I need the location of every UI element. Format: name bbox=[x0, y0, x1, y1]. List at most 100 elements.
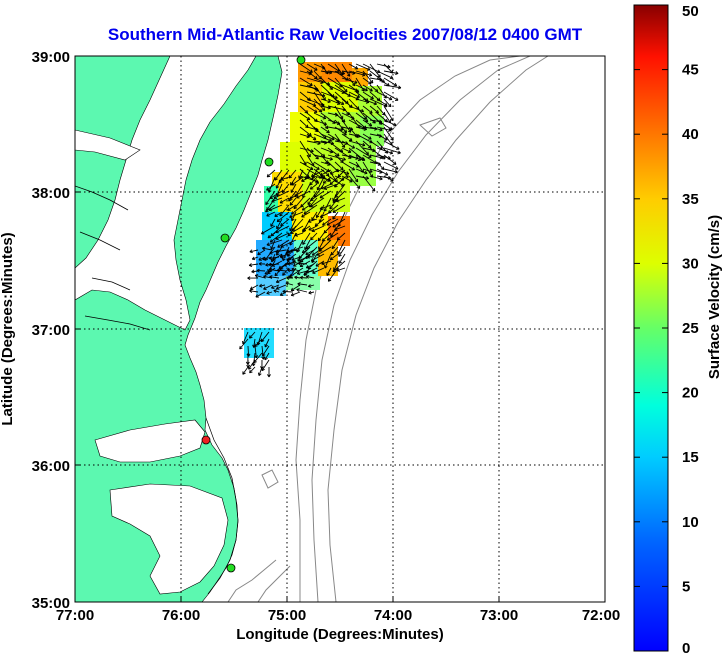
velocity-arrow bbox=[313, 70, 322, 80]
velocity-arrowhead bbox=[294, 276, 298, 280]
radar-station-marker[interactable] bbox=[296, 56, 306, 65]
velocity-arrowhead bbox=[265, 202, 269, 206]
velocity-arrowhead bbox=[289, 228, 293, 232]
velocity-arrowhead bbox=[335, 95, 338, 99]
radar-station-marker[interactable] bbox=[220, 233, 230, 243]
velocity-arrowhead bbox=[269, 276, 273, 279]
velocity-arrowhead bbox=[306, 109, 309, 114]
velocity-arrow bbox=[304, 239, 311, 250]
velocity-arrow bbox=[290, 183, 297, 193]
velocity-arrow bbox=[297, 270, 308, 275]
velocity-arrow bbox=[341, 77, 358, 84]
velocity-arrow bbox=[289, 267, 304, 278]
velocity-arrow bbox=[338, 246, 346, 257]
x-tick-label: 72:00 bbox=[582, 607, 620, 624]
velocity-arrow bbox=[334, 225, 346, 231]
velocity-arrow bbox=[253, 352, 263, 363]
velocity-arrowhead bbox=[317, 155, 319, 160]
velocity-arrow bbox=[299, 119, 309, 128]
velocity-arrow bbox=[334, 105, 344, 120]
velocity-arrowhead bbox=[344, 131, 347, 136]
velocity-arrow bbox=[299, 63, 313, 73]
velocity-arrowhead bbox=[248, 367, 252, 370]
velocity-arrowhead bbox=[311, 166, 314, 170]
velocity-arrow bbox=[355, 84, 368, 92]
velocity-arrow bbox=[274, 169, 283, 181]
velocity-arrowhead bbox=[317, 188, 321, 191]
velocity-arrow bbox=[310, 197, 325, 208]
velocity-arrow bbox=[321, 232, 332, 242]
velocity-arrow bbox=[310, 190, 325, 201]
velocity-arrow bbox=[258, 366, 263, 376]
velocity-arrowhead bbox=[291, 294, 295, 297]
velocity-arrowhead bbox=[268, 264, 272, 267]
velocity-arrowhead bbox=[345, 176, 349, 179]
velocity-arrowhead bbox=[397, 152, 401, 155]
velocity-arrow bbox=[291, 256, 301, 261]
velocity-arrowhead bbox=[252, 258, 256, 261]
velocity-arrow bbox=[306, 263, 315, 269]
colorbar-tick-label: 25 bbox=[682, 320, 699, 337]
velocity-arrowhead bbox=[265, 264, 269, 267]
velocity-arrow bbox=[306, 161, 320, 170]
velocity-arrow bbox=[355, 147, 372, 158]
velocity-arrowhead bbox=[279, 214, 283, 217]
velocity-arrowhead bbox=[326, 273, 330, 276]
velocity-arrowhead bbox=[300, 205, 304, 208]
radar-station-marker[interactable] bbox=[264, 157, 274, 167]
velocity-arrow bbox=[290, 225, 304, 234]
velocity-arrowhead bbox=[372, 148, 376, 152]
velocity-arrowhead bbox=[384, 151, 388, 154]
velocity-arrowhead bbox=[258, 263, 262, 266]
y-tick-labels: 39:00 38:00 37:00 36:00 35:00 bbox=[32, 49, 70, 612]
y-tick-label: 36:00 bbox=[32, 458, 70, 475]
velocity-arrowhead bbox=[324, 209, 328, 212]
velocity-arrowhead bbox=[369, 144, 372, 149]
velocity-arrowhead bbox=[261, 340, 265, 343]
velocity-arrowhead bbox=[268, 268, 272, 272]
velocity-arrowhead bbox=[335, 195, 339, 198]
velocity-arrowhead bbox=[308, 267, 312, 270]
velocity-arrowhead bbox=[358, 185, 361, 189]
velocity-arrow bbox=[320, 84, 335, 98]
velocity-arrowhead bbox=[377, 109, 379, 114]
velocity-arrowhead bbox=[388, 155, 391, 159]
velocity-arrowhead bbox=[346, 100, 349, 104]
velocity-arrowhead bbox=[251, 271, 255, 274]
velocity-arrow bbox=[318, 239, 332, 252]
velocity-arrow bbox=[301, 176, 311, 182]
velocity-arrowhead bbox=[362, 72, 366, 76]
velocity-arrow bbox=[306, 84, 319, 92]
velocity-arrowhead bbox=[352, 116, 355, 120]
y-tick-label: 38:00 bbox=[32, 185, 70, 202]
velocity-arrow bbox=[383, 77, 397, 87]
radar-station-marker[interactable] bbox=[226, 563, 236, 573]
velocity-arrow bbox=[242, 331, 249, 345]
velocity-arrowhead bbox=[298, 257, 302, 259]
velocity-arrow bbox=[302, 232, 311, 245]
velocity-arrow bbox=[348, 140, 366, 146]
velocity-arrow bbox=[280, 239, 297, 248]
velocity-arrowhead bbox=[316, 215, 320, 218]
velocity-arrowhead bbox=[370, 88, 373, 92]
velocity-arrowhead bbox=[330, 156, 333, 160]
velocity-arrow bbox=[264, 352, 270, 361]
velocity-arrowhead bbox=[287, 263, 291, 266]
velocity-arrow bbox=[316, 176, 325, 191]
velocity-arrowhead bbox=[279, 256, 284, 259]
velocity-arrowhead bbox=[355, 65, 359, 70]
velocity-arrow bbox=[341, 140, 355, 149]
velocity-arrowhead bbox=[270, 247, 274, 250]
velocity-arrow bbox=[313, 147, 326, 158]
velocity-arrow bbox=[271, 197, 283, 203]
velocity-arrow bbox=[266, 169, 276, 178]
velocity-arrow bbox=[383, 119, 397, 126]
velocity-arrowhead bbox=[281, 179, 285, 181]
velocity-arrow bbox=[362, 77, 372, 85]
radar-station-marker[interactable] bbox=[201, 435, 211, 445]
velocity-arrow bbox=[369, 154, 383, 159]
velocity-arrowhead bbox=[394, 122, 397, 126]
velocity-arrowhead bbox=[249, 371, 253, 374]
velocity-arrow bbox=[320, 154, 329, 164]
